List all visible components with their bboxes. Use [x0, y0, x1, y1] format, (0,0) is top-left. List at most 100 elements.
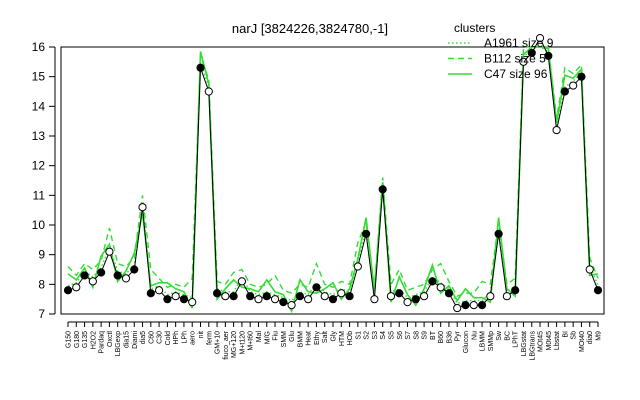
x-tick-label: Lbstat — [554, 331, 561, 350]
data-point — [237, 277, 247, 286]
cluster-b-line — [67, 46, 599, 298]
data-point — [395, 289, 404, 298]
x-tick-label: Mal — [256, 331, 263, 343]
x-tick-label: SMMp — [488, 331, 495, 351]
data-point — [370, 295, 379, 304]
x-tick-label: LBGstat — [521, 331, 528, 356]
x-tick-label: C60 — [148, 331, 155, 344]
x-tick-label: dia5 — [140, 331, 147, 344]
data-point — [593, 286, 603, 295]
data-point — [121, 274, 131, 283]
x-tick-label: M9 — [596, 331, 603, 341]
x-tick-label: M+t120 — [239, 331, 246, 355]
data-point — [105, 247, 114, 256]
data-point — [345, 292, 354, 301]
data-point — [494, 229, 503, 238]
y-tick-label: 11 — [33, 188, 46, 202]
x-tick-label: LBGexp — [115, 331, 122, 356]
x-tick-label: M+t60 — [248, 331, 255, 351]
x-tick-label: MOt45 — [538, 331, 545, 352]
x-tick-label: Salt — [322, 331, 329, 343]
x-tick-label: Pardaq — [99, 331, 106, 354]
x-tick-label: S2 — [364, 331, 371, 340]
x-tick-label: dia0 — [587, 331, 594, 344]
data-point — [254, 295, 263, 304]
cluster-c-line — [67, 46, 599, 314]
x-tick-label: HPh — [173, 331, 180, 345]
data-point — [312, 283, 321, 292]
data-point — [386, 292, 396, 301]
data-point — [179, 295, 189, 304]
data-point — [362, 229, 371, 238]
y-tick-label: 13 — [32, 129, 46, 143]
x-tick-label: S4 — [380, 331, 387, 340]
data-point — [262, 292, 271, 301]
x-tick-label: Sw — [496, 330, 503, 341]
x-axis: G150 G180 G135 H2O2 Pardaq Oxctl LBGexp dia15 Di… — [66, 321, 603, 361]
x-tick-label: S9 — [422, 331, 429, 340]
data-point — [138, 203, 147, 212]
x-tick-label: BT — [430, 330, 437, 340]
data-point — [320, 292, 329, 301]
x-tick-label: LBGtrans — [529, 331, 536, 361]
data-point — [229, 292, 238, 301]
data-point — [353, 262, 362, 271]
data-point — [196, 63, 205, 72]
data-point — [444, 289, 454, 298]
y-tick-label: 16 — [32, 40, 46, 54]
data-point — [188, 298, 197, 307]
data-point — [511, 286, 520, 295]
y-tick-label: 9 — [38, 248, 45, 262]
x-tick-label: SMM — [281, 331, 288, 348]
y-tick-label: 15 — [32, 70, 46, 84]
data-point — [154, 286, 164, 295]
x-tick-label: BMM — [297, 331, 304, 348]
legend-label: B112 size 5 — [484, 52, 546, 66]
data-point — [130, 265, 139, 274]
data-point — [221, 292, 230, 301]
data-point — [72, 283, 81, 292]
data-point — [544, 51, 553, 61]
x-tick-label: B60 — [438, 331, 445, 344]
x-tick-label: S7 — [405, 331, 412, 340]
data-point — [113, 271, 122, 280]
x-tick-label: MG+120 — [231, 331, 238, 358]
chart-title: narJ [3824226,3824780,-1] — [232, 21, 388, 36]
x-tick-label: Cold — [165, 331, 172, 346]
data-point — [80, 271, 89, 280]
x-tick-label: BI — [562, 331, 569, 338]
data-point — [477, 301, 487, 310]
x-tick-label: G150 — [66, 331, 73, 348]
y-tick-label: 8 — [38, 277, 45, 291]
x-tick-label: LPh — [181, 331, 188, 344]
data-point — [270, 295, 280, 304]
cluster-a-line — [67, 46, 599, 305]
x-tick-label: Oxctl — [107, 331, 114, 347]
x-tick-label: Gly — [331, 331, 338, 342]
x-tick-label: HOb — [347, 331, 354, 346]
x-tick-label: Pyr — [455, 330, 462, 341]
data-point — [502, 292, 512, 301]
data-point — [428, 277, 437, 286]
data-point — [560, 87, 569, 96]
x-tick-label: ferm — [206, 331, 213, 345]
data-point — [246, 292, 255, 301]
x-tick-label: fiuco_aer — [223, 330, 230, 359]
x-tick-label: B36 — [446, 331, 453, 344]
data-point — [204, 87, 213, 96]
data-point — [304, 295, 313, 304]
x-tick-label: nit — [198, 331, 205, 338]
x-tick-label: MOt40 — [579, 331, 586, 352]
x-tick-label: S8 — [413, 331, 420, 340]
x-tick-label: Ethy — [314, 331, 321, 346]
data-point — [519, 57, 528, 66]
x-tick-label: dia15 — [123, 331, 130, 348]
data-point — [378, 185, 387, 194]
x-tick-label: aero — [190, 331, 197, 345]
data-point — [146, 289, 155, 298]
data-point — [436, 283, 445, 292]
x-tick-label: S6 — [397, 331, 404, 340]
x-tick-label: M0t45 — [546, 331, 553, 351]
